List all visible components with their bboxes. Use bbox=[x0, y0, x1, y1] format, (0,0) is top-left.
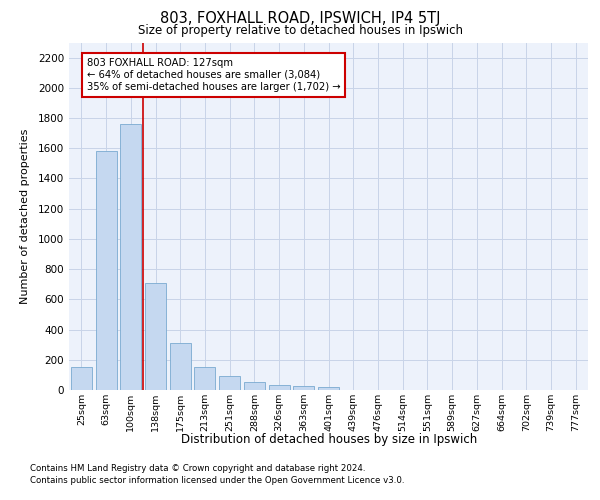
Bar bbox=[269, 386, 290, 390]
Bar bbox=[219, 376, 240, 390]
Bar bbox=[318, 387, 339, 390]
Text: Size of property relative to detached houses in Ipswich: Size of property relative to detached ho… bbox=[137, 24, 463, 37]
Text: Contains public sector information licensed under the Open Government Licence v3: Contains public sector information licen… bbox=[30, 476, 404, 485]
Bar bbox=[244, 382, 265, 390]
Bar bbox=[95, 152, 116, 390]
Text: 803, FOXHALL ROAD, IPSWICH, IP4 5TJ: 803, FOXHALL ROAD, IPSWICH, IP4 5TJ bbox=[160, 12, 440, 26]
Bar bbox=[120, 124, 141, 390]
Bar bbox=[293, 386, 314, 390]
Bar bbox=[145, 282, 166, 390]
Text: Contains HM Land Registry data © Crown copyright and database right 2024.: Contains HM Land Registry data © Crown c… bbox=[30, 464, 365, 473]
Text: 803 FOXHALL ROAD: 127sqm
← 64% of detached houses are smaller (3,084)
35% of sem: 803 FOXHALL ROAD: 127sqm ← 64% of detach… bbox=[87, 58, 340, 92]
Text: Distribution of detached houses by size in Ipswich: Distribution of detached houses by size … bbox=[181, 432, 477, 446]
Bar bbox=[170, 343, 191, 390]
Bar bbox=[71, 366, 92, 390]
Y-axis label: Number of detached properties: Number of detached properties bbox=[20, 128, 29, 304]
Bar bbox=[194, 366, 215, 390]
